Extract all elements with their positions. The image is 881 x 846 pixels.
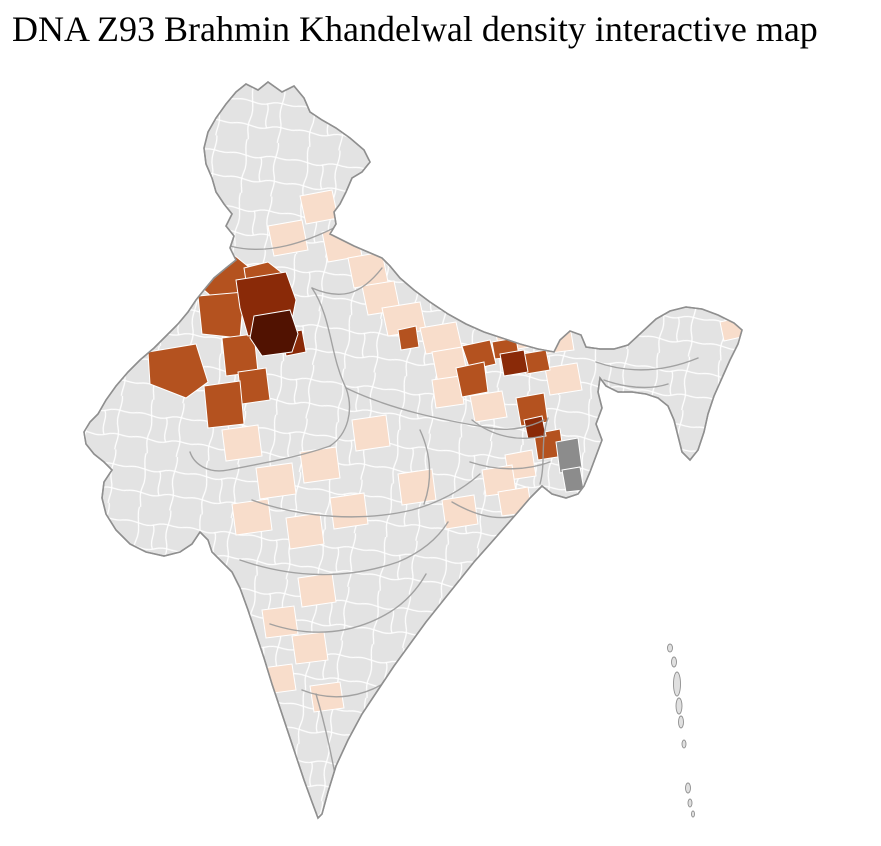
map-district[interactable] xyxy=(285,512,325,550)
map-district[interactable] xyxy=(461,339,497,371)
map-district[interactable] xyxy=(249,309,299,357)
state-boundary xyxy=(595,357,699,371)
island[interactable] xyxy=(667,643,673,653)
map-district[interactable] xyxy=(561,466,585,493)
state-boundary xyxy=(189,445,331,472)
map-district[interactable] xyxy=(455,361,489,398)
page-title: DNA Z93 Brahmin Khandelwal density inter… xyxy=(12,9,818,49)
map-district[interactable] xyxy=(255,462,297,500)
state-boundary xyxy=(251,473,481,518)
map-district[interactable] xyxy=(499,349,529,377)
state-boundary xyxy=(603,379,669,389)
district-borders-texture xyxy=(84,82,742,818)
state-boundary xyxy=(269,573,427,633)
island[interactable] xyxy=(691,810,695,818)
state-boundary xyxy=(419,429,431,505)
island[interactable] xyxy=(675,697,683,715)
map-district[interactable] xyxy=(351,414,391,452)
island[interactable] xyxy=(673,671,681,697)
state-boundary xyxy=(345,387,545,430)
state-boundary xyxy=(311,267,383,295)
map-district[interactable] xyxy=(237,367,271,405)
state-boundaries xyxy=(189,225,699,791)
map-district[interactable] xyxy=(147,343,209,399)
map-district[interactable] xyxy=(261,605,299,639)
map-district[interactable] xyxy=(555,437,583,474)
andaman-nicobar-islands xyxy=(667,643,695,818)
map-district[interactable] xyxy=(203,380,245,429)
state-boundary xyxy=(229,225,339,250)
map-district[interactable] xyxy=(297,572,337,608)
map-district[interactable] xyxy=(544,362,583,396)
map-district[interactable] xyxy=(299,189,339,225)
map-district[interactable] xyxy=(469,390,508,423)
map-district[interactable] xyxy=(397,325,420,351)
map-district[interactable] xyxy=(291,631,329,665)
island[interactable] xyxy=(685,782,691,794)
density-districts xyxy=(147,189,742,713)
map-district[interactable] xyxy=(267,219,309,257)
map-district[interactable] xyxy=(299,446,341,484)
map-district[interactable] xyxy=(523,415,547,440)
map-district[interactable] xyxy=(441,494,479,530)
map-district[interactable] xyxy=(197,291,245,339)
map-district[interactable] xyxy=(221,424,263,462)
island[interactable] xyxy=(687,798,693,808)
map-district[interactable] xyxy=(329,492,369,530)
state-boundary xyxy=(539,417,549,485)
island[interactable] xyxy=(678,715,684,729)
island[interactable] xyxy=(681,739,687,749)
state-boundary xyxy=(469,461,551,470)
island[interactable] xyxy=(671,656,677,668)
map-district[interactable] xyxy=(431,375,465,409)
state-boundary xyxy=(239,521,449,576)
state-boundary xyxy=(471,419,543,439)
